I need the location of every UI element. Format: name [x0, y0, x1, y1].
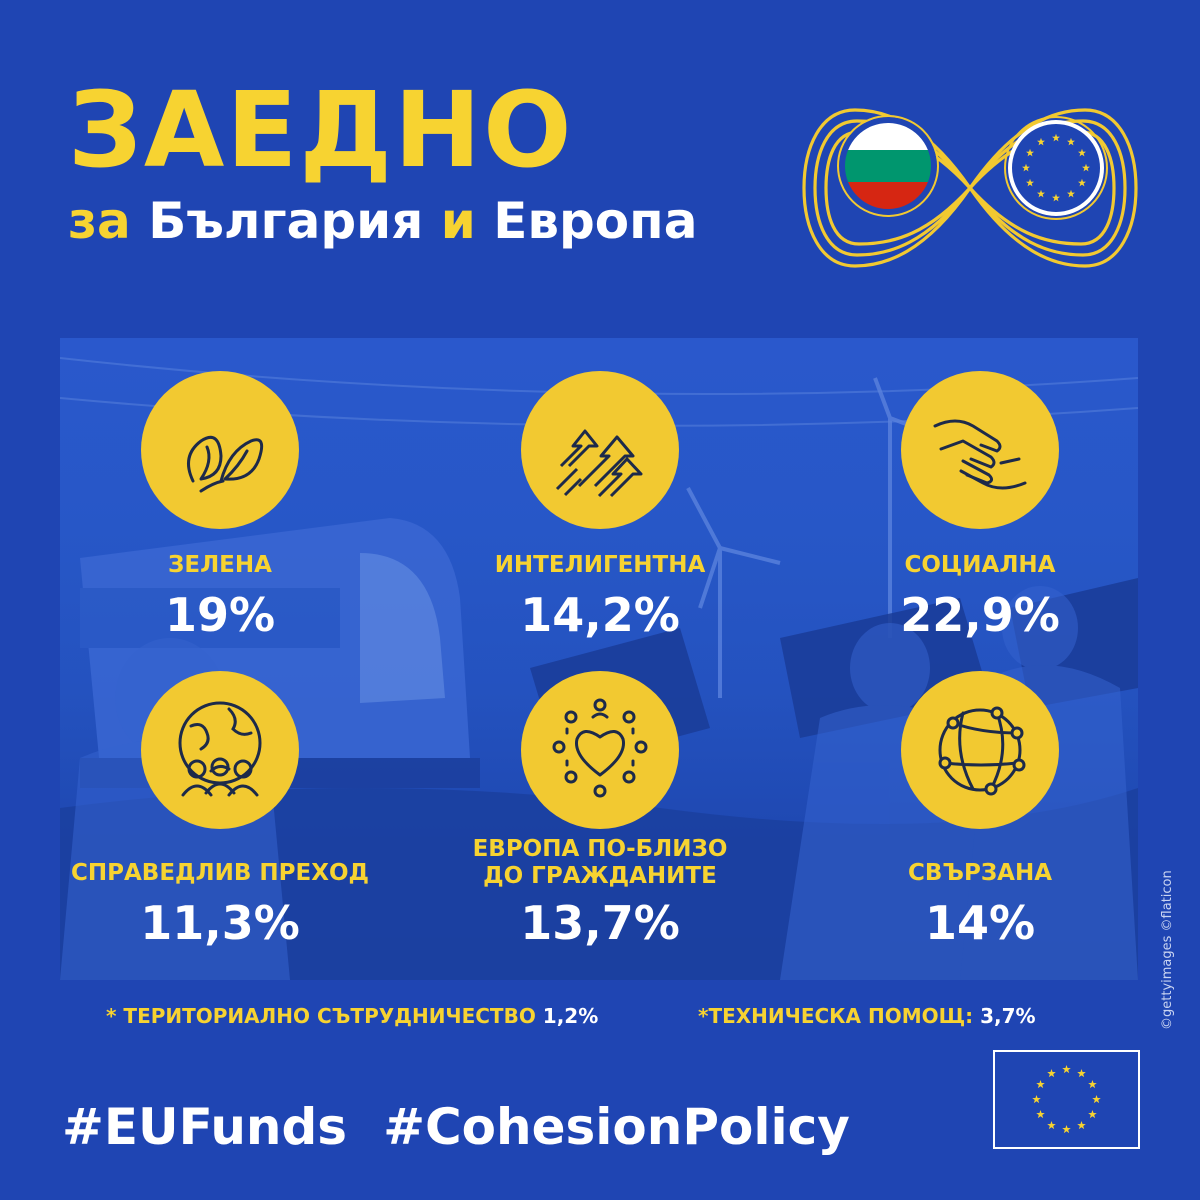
eu-star — [1026, 178, 1035, 187]
eu-star — [1022, 163, 1030, 172]
eu-star — [1088, 1110, 1097, 1119]
territorial-cooperation-note: * ТЕРИТОРИАЛНО СЪТРУДНИЧЕСТВО 1,2% — [106, 1004, 598, 1028]
subtitle-bulgaria: България — [148, 192, 424, 250]
eu-star — [1077, 178, 1086, 187]
network-globe-icon — [901, 671, 1059, 829]
eu-star — [1026, 148, 1035, 157]
eu-star — [1052, 133, 1060, 142]
eu-stars-icon — [1032, 1065, 1101, 1134]
eu-star — [1052, 193, 1060, 202]
subtitle-and: и — [440, 192, 476, 250]
category-label: ИНТЕЛИГЕНТНА — [494, 552, 706, 578]
eu-star — [1077, 1069, 1086, 1078]
eu-star — [1037, 137, 1045, 146]
category-label: СОЦИАЛНА — [904, 552, 1056, 578]
eu-star — [1032, 1095, 1041, 1104]
category-percentage: 19% — [164, 588, 276, 642]
category-percentage: 11,3% — [140, 896, 300, 950]
category-percentage: 22,9% — [900, 588, 1060, 642]
eu-star — [1088, 1080, 1097, 1089]
eu-star — [1047, 1120, 1056, 1130]
hashtag-eufunds: #EUFunds — [62, 1098, 348, 1156]
eu-star — [1037, 189, 1045, 198]
arrows-up-icon — [521, 371, 679, 529]
eu-star — [1077, 148, 1086, 157]
category-label: СПРАВЕДЛИВ ПРЕХОД — [71, 860, 369, 886]
infinity-flags-logo — [800, 88, 1140, 288]
image-credit: ©gettyimages ©flaticon — [1160, 870, 1175, 1030]
territorial-value: 1,2% — [542, 1004, 599, 1028]
subtitle-prefix: за — [68, 192, 131, 250]
category-label: ЕВРОПА ПО-БЛИЗО ДО ГРАЖДАНИТЕ — [472, 836, 728, 889]
eu-star — [1047, 1069, 1056, 1078]
leaf-icon — [141, 371, 299, 529]
eu-star — [1067, 137, 1075, 146]
category-percentage: 14% — [924, 896, 1036, 950]
technical-value: 3,7% — [980, 1004, 1036, 1028]
globe-people-icon — [141, 671, 299, 829]
heart-community-icon — [521, 671, 679, 829]
eu-star — [1062, 1065, 1071, 1074]
eu-star — [1036, 1110, 1045, 1119]
category-label: ЗЕЛЕНА — [168, 552, 272, 578]
eu-star — [1036, 1080, 1045, 1089]
subtitle-europe: Европа — [493, 192, 698, 250]
technical-label: *ТЕХНИЧЕСКА ПОМОЩ: — [698, 1004, 974, 1028]
eu-star — [1092, 1095, 1101, 1104]
eu-star — [1082, 163, 1090, 172]
eu-star — [1067, 189, 1075, 198]
category-label: СВЪРЗАНА — [907, 860, 1053, 886]
hashtags: #EUFunds #CohesionPolicy — [62, 1102, 850, 1152]
page-title: ЗАЕДНО — [68, 69, 574, 191]
page-subtitle: за България и Европа — [68, 196, 697, 246]
territorial-label: * ТЕРИТОРИАЛНО СЪТРУДНИЧЕСТВО — [106, 1004, 536, 1028]
eu-star — [1062, 1125, 1071, 1134]
category-percentage: 14,2% — [520, 588, 680, 642]
infinity-icon — [802, 108, 1138, 268]
technical-assistance-note: *ТЕХНИЧЕСКА ПОМОЩ: 3,7% — [698, 1004, 1036, 1028]
eu-star — [1077, 1120, 1086, 1130]
hashtag-cohesionpolicy: #CohesionPolicy — [383, 1098, 850, 1156]
eu-flag — [993, 1050, 1140, 1149]
category-percentage: 13,7% — [520, 896, 680, 950]
hands-icon — [901, 371, 1059, 529]
